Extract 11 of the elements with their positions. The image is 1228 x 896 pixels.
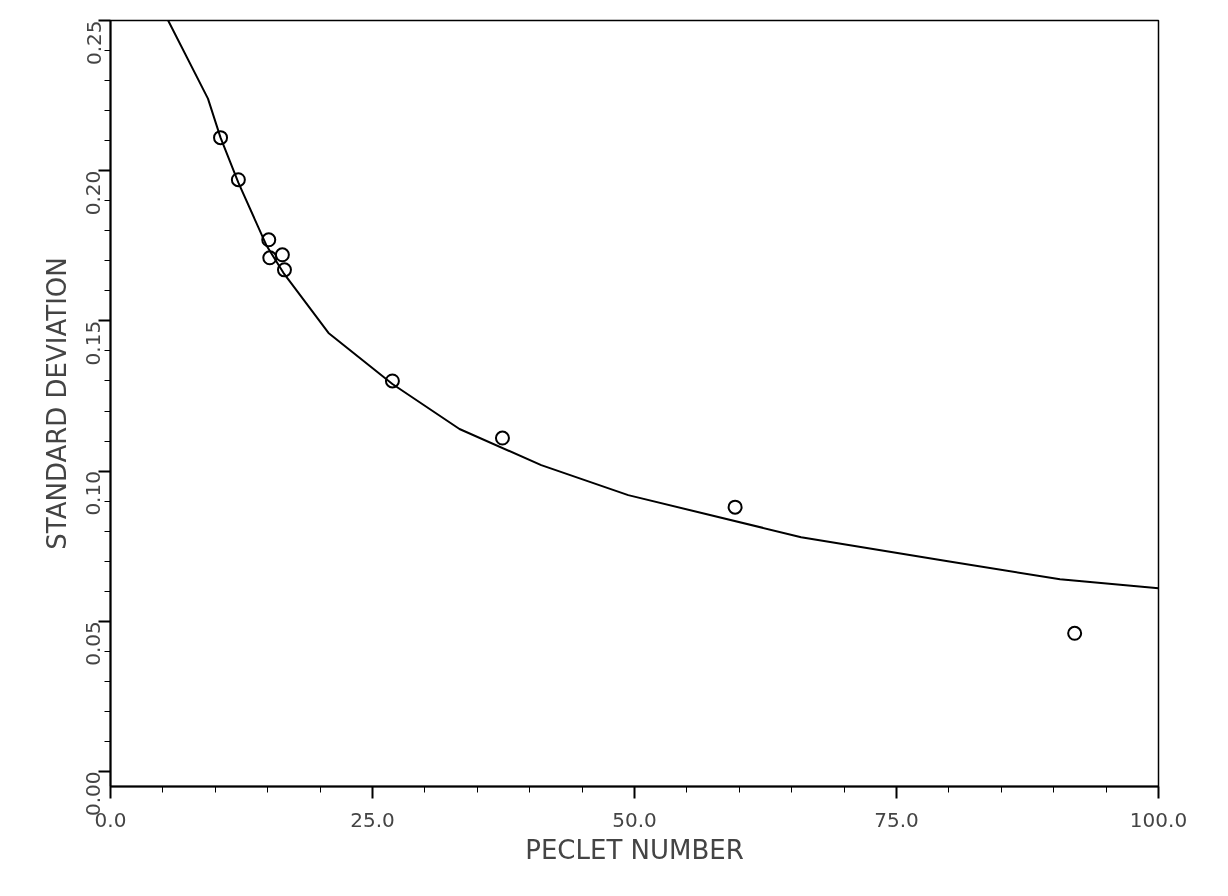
y-tick-label: 0.10 <box>81 471 106 516</box>
x-tick-label: 75.0 <box>874 807 919 832</box>
y-tick-label: 0.20 <box>81 170 106 216</box>
y-tick-label: 0.15 <box>81 320 106 366</box>
y-tick-label: 0.25 <box>81 20 106 66</box>
x-tick-label: 100.0 <box>1129 807 1188 832</box>
y-tick-label: 0.05 <box>81 621 106 666</box>
x-tick-label: 50.0 <box>612 807 657 832</box>
x-axis-title: PECLET NUMBER <box>525 834 744 865</box>
x-tick-label: 25.0 <box>350 807 395 832</box>
y-axis-title: STANDARD DEVIATION <box>41 257 72 550</box>
